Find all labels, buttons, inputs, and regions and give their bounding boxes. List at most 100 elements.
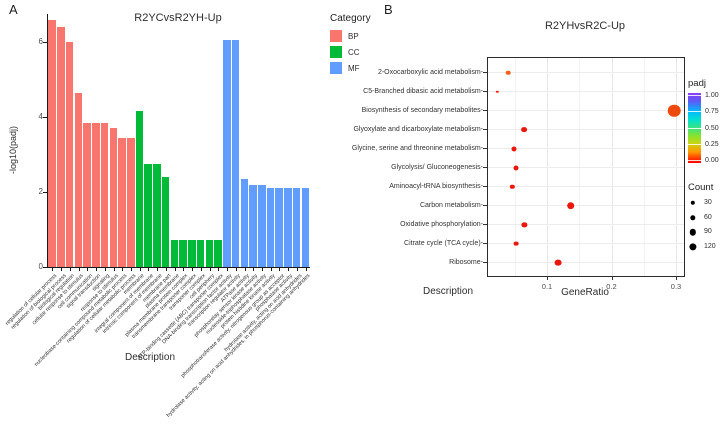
bar-mf xyxy=(275,188,283,267)
bar-mf xyxy=(258,184,266,267)
panel-a-y-axis-line xyxy=(47,14,48,268)
x-tick-mark xyxy=(192,268,194,271)
panel-b-title: R2YHvsR2C-Up xyxy=(544,20,626,32)
bar-cc xyxy=(161,177,170,267)
x-tick-mark xyxy=(279,268,281,271)
bar-bp xyxy=(65,42,74,267)
data-point xyxy=(509,184,515,189)
y-tick-mark xyxy=(483,72,487,73)
x-tick-mark xyxy=(157,268,159,271)
panel-a-title: R2YCvsR2YH-Up xyxy=(134,12,222,24)
x-tick-mark xyxy=(305,268,307,271)
padj-legend-title: padj xyxy=(688,78,706,89)
count-legend-title: Count xyxy=(688,182,714,193)
legend-label-bp: BP xyxy=(348,31,359,41)
gridline-row xyxy=(488,129,684,130)
padj-colorbar xyxy=(688,93,701,163)
x-tick-mark xyxy=(139,268,141,271)
x-tick-mark xyxy=(235,268,237,271)
x-tick-mark xyxy=(200,268,202,271)
x-tick-mark xyxy=(611,276,613,280)
x-tick-mark xyxy=(547,276,548,280)
bar-mf xyxy=(240,178,249,267)
y-tick-mark xyxy=(483,148,487,149)
bar-bp xyxy=(83,122,91,267)
data-point xyxy=(667,104,681,117)
count-legend-value: 120 xyxy=(704,242,716,250)
panel-b-x-axis-title: GeneRatio xyxy=(561,287,609,298)
y-tick-mark xyxy=(483,243,487,244)
x-tick-mark xyxy=(676,276,677,280)
data-point xyxy=(521,126,528,133)
bar-cc xyxy=(144,163,152,267)
bar-bp xyxy=(127,137,135,267)
y-tick-mark xyxy=(483,205,487,206)
count-legend-value: 60 xyxy=(704,213,712,221)
colorbar-tick-label: 0.00 xyxy=(705,157,719,165)
bar-mf xyxy=(292,188,301,267)
colorbar-tick xyxy=(688,143,701,145)
y-tick-mark xyxy=(43,191,47,193)
bar-cc xyxy=(153,163,161,267)
x-tick-mark xyxy=(253,268,255,271)
y-tick-mark xyxy=(483,110,487,111)
y-tick-mark xyxy=(43,116,47,118)
pathway-label: Glycine, serine and threonine metabolism… xyxy=(351,145,483,152)
bar-bp xyxy=(57,27,65,267)
data-point xyxy=(554,259,562,266)
pathway-label: Glycolysis/ Gluconeogenesis- xyxy=(391,164,483,171)
count-legend-value: 90 xyxy=(704,228,712,236)
pathway-label: C5-Branched dibasic acid metabolism- xyxy=(363,88,483,95)
bar-mf xyxy=(249,184,257,267)
count-legend-dot xyxy=(690,200,696,206)
colorbar-tick-label: 1.00 xyxy=(705,91,719,99)
x-tick-mark xyxy=(96,268,98,271)
x-tick-mark xyxy=(122,268,124,271)
x-tick-mark xyxy=(78,268,80,271)
gridline-row xyxy=(488,205,684,206)
bar-bp xyxy=(109,128,118,267)
pathway-label: Glyoxylate and dicarboxylate metabolism- xyxy=(353,126,483,133)
x-tick-mark xyxy=(148,268,150,271)
gridline-row xyxy=(488,91,684,92)
gridline-row xyxy=(488,167,684,168)
x-tick-label: 0.3 xyxy=(670,282,682,291)
y-tick-mark xyxy=(483,186,487,187)
gridline-row xyxy=(488,262,684,263)
gridline-row xyxy=(488,186,684,187)
padj-color-legend: padj 1.00 0.75 0.50 0.25 0.00 xyxy=(688,78,720,164)
x-tick-mark xyxy=(165,268,167,271)
x-tick-label: 0.2 xyxy=(606,282,617,291)
bar-bp xyxy=(48,19,56,267)
x-tick-mark xyxy=(61,268,63,271)
x-tick-mark xyxy=(87,268,89,271)
x-tick-mark xyxy=(209,268,211,271)
x-tick-mark xyxy=(183,268,185,271)
x-tick-mark xyxy=(270,268,272,271)
bar-bp xyxy=(92,122,100,267)
panel-a-legend: Category BP CC MF xyxy=(330,13,410,76)
bar-bp xyxy=(74,92,83,267)
legend-label-mf: MF xyxy=(348,63,360,73)
pathway-label: Carbon metabolism- xyxy=(419,202,483,209)
bar-mf xyxy=(301,188,310,267)
x-tick-mark xyxy=(288,268,290,271)
legend-swatch-cc xyxy=(330,46,342,58)
bar-mf xyxy=(231,40,240,267)
x-tick-mark xyxy=(69,268,71,271)
data-point xyxy=(506,70,511,75)
count-legend-value: 30 xyxy=(704,199,712,206)
bar-bp xyxy=(100,122,109,267)
panel-a-x-axis-line xyxy=(47,267,310,268)
count-size-legend: Count 30 60 90 120 xyxy=(688,182,720,251)
x-tick-mark xyxy=(104,268,106,271)
y-tick-mark xyxy=(483,224,487,225)
bar-cc xyxy=(170,239,179,267)
gridline-row xyxy=(488,243,684,244)
panel-b-label: B xyxy=(384,2,393,17)
pathway-label: Oxidative phosphorylation- xyxy=(400,221,483,228)
pathway-label: Citrate cycle (TCA cycle)- xyxy=(404,240,483,247)
panel-a-legend-title: Category xyxy=(330,13,371,24)
colorbar-tick-label: 0.50 xyxy=(705,124,719,132)
pathway-label: Biosynthesis of secondary metabolites- xyxy=(361,107,483,114)
